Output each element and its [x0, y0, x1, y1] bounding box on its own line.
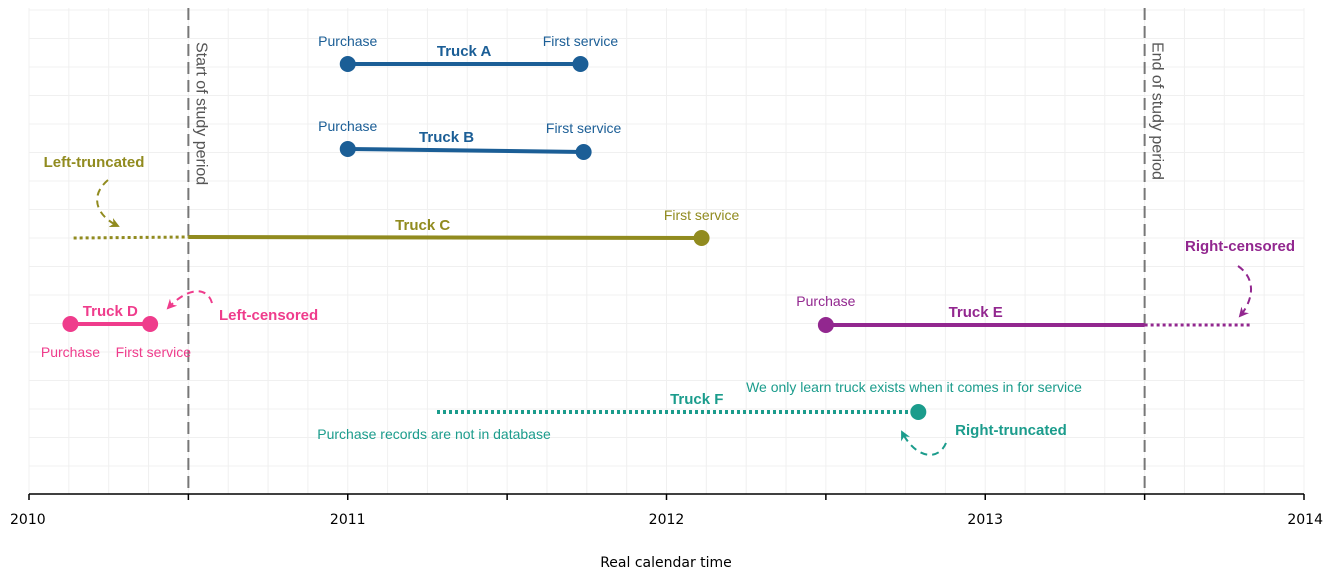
truck-e: Truck E Purchase Right-censored	[796, 238, 1295, 333]
truck-d-purchase-label: Purchase	[41, 344, 100, 360]
x-tick-label: 2010	[10, 512, 46, 528]
right-truncated-arrow	[901, 430, 947, 456]
truck-b-purchase-point	[339, 141, 356, 157]
study-start-label: Start of study period	[192, 42, 209, 185]
truck-e-name: Truck E	[949, 304, 1003, 321]
truck-d-service-point	[142, 316, 159, 332]
truck-f-service-point	[910, 404, 927, 420]
truck-f-bottom-note: Purchase records are not in database	[317, 426, 551, 442]
left-censored-label: Left-censored	[219, 307, 318, 324]
x-axis-title: Real calendar time	[600, 555, 732, 571]
truck-a-purchase-point	[339, 56, 356, 72]
right-truncated-label: Right-truncated	[955, 422, 1067, 439]
truck-b-service-point	[575, 144, 592, 160]
truck-c-service-point	[693, 230, 710, 246]
truck-d: Truck D Purchase First service Left-cens…	[41, 290, 318, 360]
truck-a-service-point	[572, 56, 589, 72]
x-tick-label: 2012	[649, 512, 685, 528]
right-censored-arrow	[1237, 265, 1253, 318]
x-tick-label: 2011	[330, 512, 366, 528]
truck-a-service-label: First service	[543, 33, 619, 49]
truck-f: Truck F We only learn truck exists when …	[317, 379, 1082, 456]
truck-b-name: Truck B	[419, 129, 474, 146]
truck-f-name: Truck F	[670, 391, 723, 408]
truck-d-name: Truck D	[83, 303, 138, 320]
truck-e-purchase-point	[817, 317, 834, 333]
x-axis: 2010 2011 2012 2013 2014	[10, 493, 1323, 528]
right-censored-label: Right-censored	[1185, 238, 1295, 255]
left-censored-arrow	[166, 290, 213, 310]
truck-b-service-label: First service	[546, 120, 622, 136]
left-truncated-label: Left-truncated	[44, 154, 145, 171]
truck-a-name: Truck A	[437, 43, 492, 60]
truck-a-purchase-label: Purchase	[318, 33, 377, 49]
truck-c-name: Truck C	[395, 217, 450, 234]
truck-a: Truck A Purchase First service	[318, 33, 618, 72]
truck-c: Truck C First service Left-truncated	[44, 154, 740, 246]
grid-lines	[28, 8, 1305, 494]
truck-d-service-label: First service	[116, 344, 192, 360]
truck-b-span	[347, 147, 584, 154]
truck-c-span	[188, 235, 702, 240]
study-end-label: End of study period	[1149, 42, 1166, 180]
truck-d-purchase-point	[62, 316, 79, 332]
left-truncated-arrow	[96, 179, 120, 228]
truck-e-purchase-label: Purchase	[796, 293, 855, 309]
truck-b-purchase-label: Purchase	[318, 118, 377, 134]
truck-f-top-note: We only learn truck exists when it comes…	[746, 379, 1082, 395]
x-tick-label: 2014	[1287, 512, 1323, 528]
x-tick-label: 2013	[967, 512, 1003, 528]
truck-b: Truck B Purchase First service	[318, 118, 622, 160]
truck-c-service-label: First service	[664, 207, 740, 223]
truck-c-dotted-span	[73, 235, 189, 240]
